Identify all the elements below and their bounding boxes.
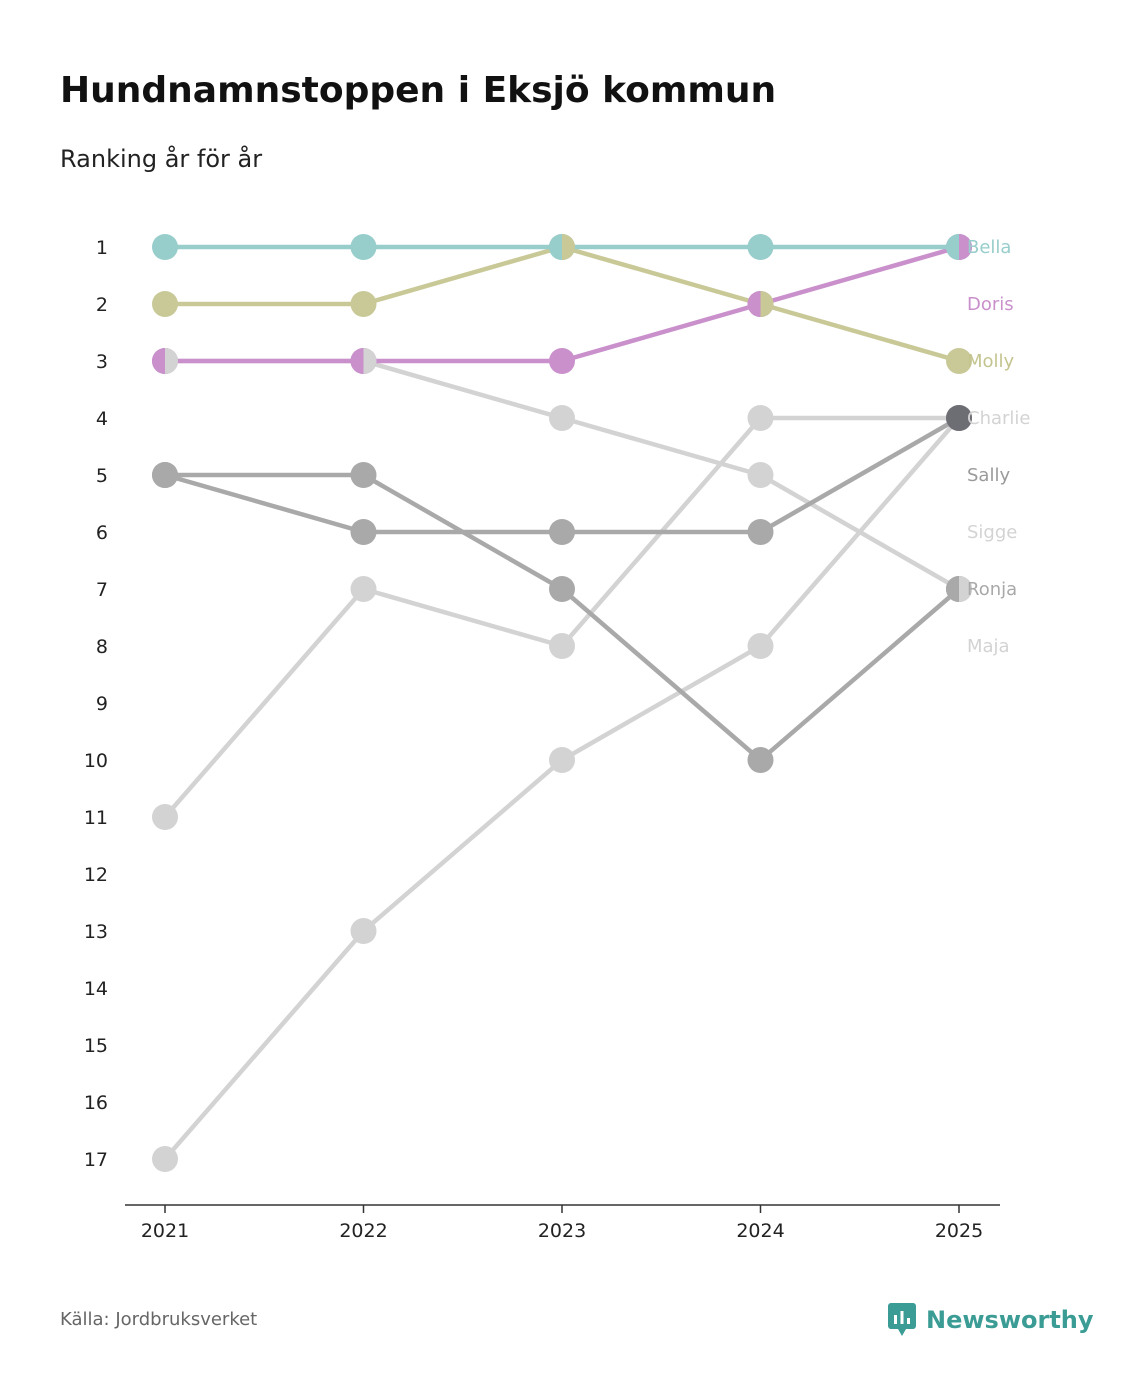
series-line-molly xyxy=(162,244,962,364)
shared-point-right-half xyxy=(363,348,377,374)
end-label-charlie: Charlie xyxy=(967,408,1030,429)
y-tick-label: 16 xyxy=(84,1092,108,1114)
shared-point-left-half xyxy=(549,234,562,260)
point-charlie xyxy=(549,405,575,431)
point-sigge xyxy=(549,633,575,659)
shared-point-left-half xyxy=(946,405,959,431)
point-maja xyxy=(152,1146,178,1172)
point-sally xyxy=(350,519,377,545)
y-tick-label: 5 xyxy=(96,465,108,487)
point-sigge xyxy=(747,405,774,431)
x-tick-label: 2021 xyxy=(141,1220,189,1242)
x-tick-label: 2025 xyxy=(935,1220,983,1242)
end-label-sigge: Sigge xyxy=(967,522,1017,543)
series-lines xyxy=(162,244,962,1162)
source-note: Källa: Jordbruksverket xyxy=(60,1309,258,1330)
shared-point-right-half xyxy=(959,234,972,260)
shared-point xyxy=(946,405,972,431)
point-maja xyxy=(350,918,377,944)
x-axis-ticks: 2021 2022 2023 2024 2025 xyxy=(141,1205,983,1242)
brand-logo: Newsworthy xyxy=(888,1303,1094,1337)
end-label-sally: Sally xyxy=(967,465,1010,486)
point-sigge xyxy=(350,576,377,602)
shared-point xyxy=(946,576,972,602)
end-label-doris: Doris xyxy=(967,294,1014,315)
series-markers xyxy=(152,234,972,1172)
point-bella xyxy=(152,234,178,260)
shared-point-left-half xyxy=(946,234,959,260)
newsworthy-logo-icon xyxy=(888,1303,916,1336)
end-label-bella: Bella xyxy=(967,237,1011,258)
y-tick-label: 2 xyxy=(96,294,108,316)
shared-point xyxy=(946,234,972,260)
y-tick-label: 7 xyxy=(96,579,108,601)
point-sally xyxy=(152,462,178,488)
shared-point-left-half xyxy=(747,291,761,317)
y-tick-label: 13 xyxy=(84,921,108,943)
end-labels: Bella Doris Molly Charlie Sally Sigge Ronja Maj… xyxy=(967,237,1030,657)
point-molly xyxy=(350,291,377,317)
x-tick-label: 2022 xyxy=(339,1220,387,1242)
end-label-maja: Maja xyxy=(967,636,1010,657)
y-tick-label: 14 xyxy=(84,978,108,1000)
point-sally xyxy=(549,519,575,545)
shared-point-left-half xyxy=(152,348,165,374)
y-tick-label: 6 xyxy=(96,522,108,544)
shared-point xyxy=(152,348,178,374)
x-tick-label: 2023 xyxy=(538,1220,586,1242)
shared-point-right-half xyxy=(165,348,178,374)
point-molly xyxy=(152,291,178,317)
end-label-ronja: Ronja xyxy=(967,579,1017,600)
point-ronja xyxy=(747,747,774,773)
y-tick-label: 3 xyxy=(96,351,108,373)
x-tick-label: 2024 xyxy=(736,1220,784,1242)
y-tick-label: 4 xyxy=(96,408,108,430)
y-tick-label: 17 xyxy=(84,1149,108,1171)
point-molly xyxy=(946,348,972,374)
shared-point xyxy=(549,234,575,260)
y-tick-label: 9 xyxy=(96,693,108,715)
series-line-ronja xyxy=(162,472,962,763)
shared-point-right-half xyxy=(959,405,972,431)
shared-point-right-half xyxy=(760,291,774,317)
point-charlie xyxy=(747,462,774,488)
brand-name: Newsworthy xyxy=(926,1306,1094,1334)
point-sally xyxy=(747,519,774,545)
shared-point-left-half xyxy=(350,348,364,374)
point-doris xyxy=(549,348,575,374)
y-tick-label: 10 xyxy=(84,750,108,772)
y-tick-label: 11 xyxy=(84,807,108,829)
shared-point xyxy=(350,348,377,374)
point-sigge xyxy=(152,804,178,830)
chart-subtitle: Ranking år för år xyxy=(60,145,263,173)
shared-point-right-half xyxy=(562,234,575,260)
end-label-molly: Molly xyxy=(967,351,1015,372)
point-maja xyxy=(549,747,575,773)
y-tick-label: 1 xyxy=(96,237,108,259)
point-maja xyxy=(747,633,774,659)
point-bella xyxy=(350,234,377,260)
y-tick-label: 15 xyxy=(84,1035,108,1057)
shared-point xyxy=(747,291,774,317)
shared-point-left-half xyxy=(946,576,959,602)
point-bella xyxy=(747,234,774,260)
shared-point-right-half xyxy=(959,576,972,602)
chart-title: Hundnamnstoppen i Eksjö kommun xyxy=(60,70,777,111)
point-ronja xyxy=(350,462,377,488)
point-ronja xyxy=(549,576,575,602)
y-tick-label: 8 xyxy=(96,636,108,658)
y-tick-label: 12 xyxy=(84,864,108,886)
